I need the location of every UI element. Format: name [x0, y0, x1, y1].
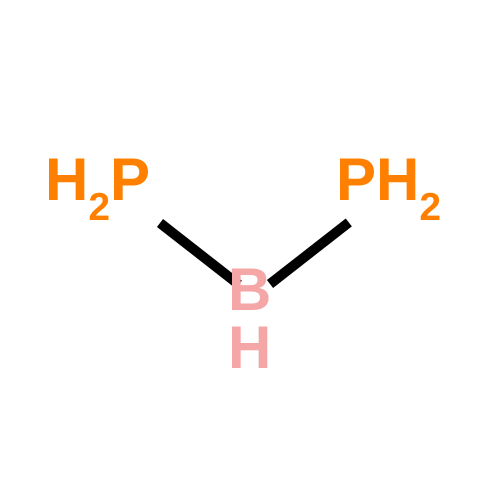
atom-right-P: P [336, 146, 376, 213]
atom-left-H: H [45, 146, 88, 213]
bond-right [267, 218, 352, 287]
atom-left-phosphine: H2P [45, 150, 150, 220]
atom-left-sub: 2 [88, 186, 110, 229]
atom-right-sub: 2 [419, 186, 441, 229]
atom-right-phosphine: PH2 [336, 150, 441, 220]
atom-H-label: H [228, 314, 271, 381]
atom-left-P: P [110, 146, 150, 213]
atom-center-boron: B [228, 260, 271, 320]
atom-center-hydrogen: H [228, 318, 271, 378]
atom-right-H: H [376, 146, 419, 213]
atom-B-label: B [228, 256, 271, 323]
